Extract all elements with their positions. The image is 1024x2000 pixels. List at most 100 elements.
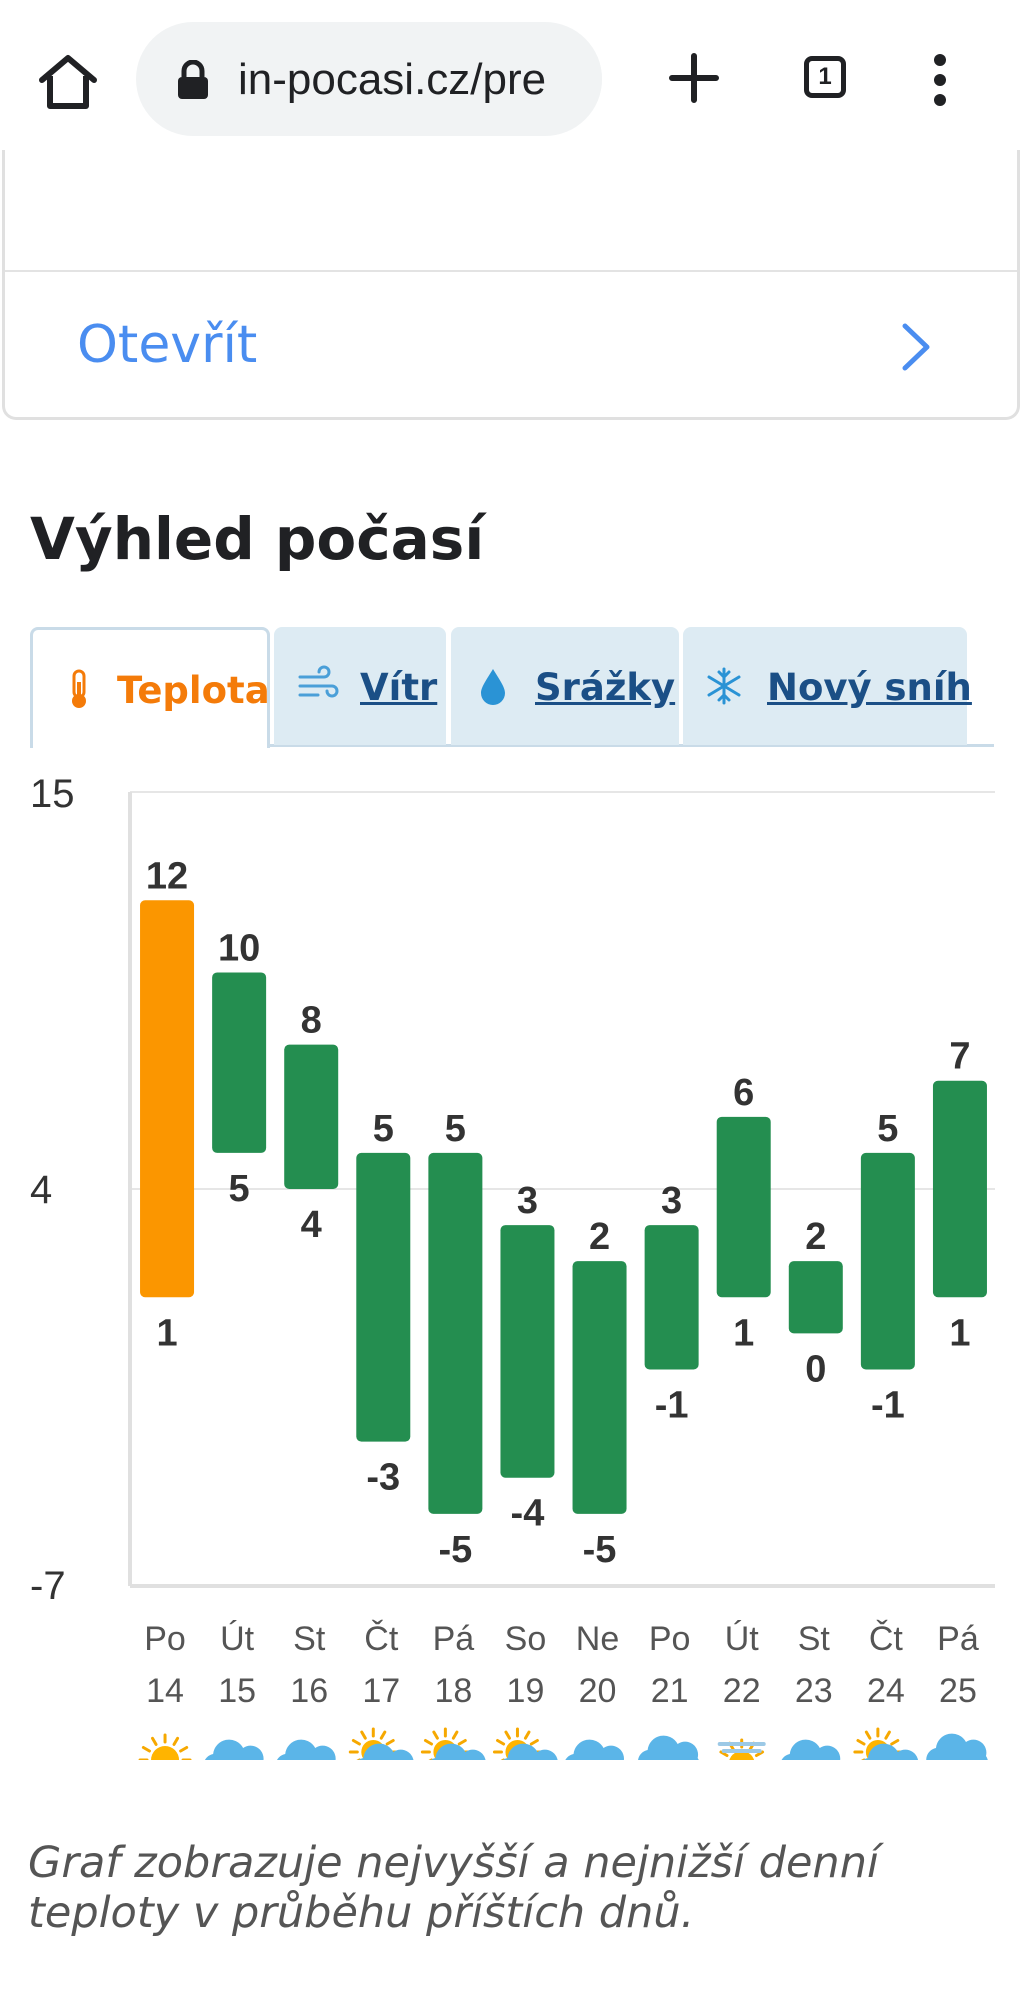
tabs-baseline — [30, 744, 994, 747]
tab-teplota[interactable]: Teplota — [30, 627, 270, 748]
max-temp-label: 2 — [589, 1216, 610, 1258]
temp-bar — [140, 900, 195, 1298]
max-temp-label: 6 — [733, 1072, 754, 1114]
cloud-icon — [204, 1739, 264, 1760]
day-name-label: St — [293, 1620, 326, 1658]
day-date-label: 21 — [651, 1672, 689, 1710]
day-name-label: Po — [144, 1620, 186, 1658]
day-name-label: So — [505, 1620, 547, 1658]
min-temp-label: -5 — [438, 1529, 472, 1571]
day-name-label: Čt — [364, 1620, 399, 1658]
tab-vitr[interactable]: Vítr — [274, 627, 446, 745]
temp-bar — [284, 1044, 339, 1189]
url-fade — [542, 22, 602, 136]
day-date-label: 24 — [867, 1672, 905, 1710]
url-text: in-pocasi.cz/pre — [238, 55, 547, 104]
tab-label: Vítr — [360, 666, 438, 709]
tab-switcher-icon — [804, 56, 846, 98]
tab-srazky[interactable]: Srážky — [451, 627, 679, 745]
temp-bar — [860, 1152, 915, 1370]
tab-label: Nový sníh — [767, 666, 972, 709]
tab-novy-snih[interactable]: Nový sníh — [683, 627, 972, 745]
cloud-icon — [277, 1739, 336, 1760]
day-name-label: Po — [649, 1620, 691, 1658]
cloud-icon — [781, 1739, 841, 1760]
tab-label: Teplota — [117, 669, 270, 712]
day-date-label: 23 — [795, 1672, 833, 1710]
max-temp-label: 3 — [517, 1180, 538, 1222]
y-tick-label: 15 — [30, 772, 75, 816]
min-temp-label: -1 — [655, 1384, 689, 1426]
day-name-label: Út — [725, 1620, 760, 1658]
day-name-label: Čt — [869, 1620, 904, 1658]
cloud-icon — [565, 1739, 624, 1760]
tab-switcher-button[interactable]: 1 — [800, 52, 856, 108]
max-temp-label: 12 — [146, 855, 188, 897]
wind-icon — [296, 665, 339, 707]
cloud-rain-icon — [926, 1733, 988, 1760]
temp-bar — [212, 972, 267, 1153]
embedded-card: Otevřít — [2, 150, 1020, 420]
max-temp-label: 5 — [373, 1108, 394, 1150]
y-tick-label: 4 — [30, 1168, 53, 1212]
card-divider — [5, 270, 1017, 272]
min-temp-label: -4 — [511, 1493, 545, 1535]
day-date-label: 25 — [939, 1672, 977, 1710]
sun-icon — [138, 1733, 192, 1760]
sun-cloud-icon — [420, 1727, 486, 1760]
temp-bar — [500, 1225, 555, 1478]
cloud-snow-icon: ❄ — [638, 1735, 699, 1760]
day-date-label: 20 — [579, 1672, 617, 1710]
day-name-label: Pá — [433, 1620, 475, 1658]
thermometer-icon — [59, 668, 99, 710]
temp-bar — [572, 1261, 627, 1514]
day-name-label: Pá — [937, 1620, 979, 1658]
max-temp-label: 5 — [877, 1108, 898, 1150]
tab-label: Srážky — [535, 666, 676, 709]
min-temp-label: 1 — [156, 1312, 177, 1354]
max-temp-label: 7 — [949, 1036, 970, 1078]
sun-fog-icon — [717, 1738, 766, 1760]
sun-cloud-icon — [492, 1727, 558, 1760]
temp-bar — [932, 1080, 987, 1298]
chart-canvas: 121Po14105Út1584St165-3Čt175-5Pá183-4So1… — [128, 791, 995, 1760]
chart-caption: Graf zobrazuje nejvyšší a nejnižší denní… — [28, 1838, 879, 1938]
chevron-right-icon[interactable] — [895, 322, 935, 372]
temp-bar — [644, 1225, 699, 1370]
max-temp-label: 10 — [218, 927, 260, 969]
day-date-label: 14 — [146, 1672, 184, 1710]
home-icon[interactable] — [36, 50, 100, 114]
raindrop-icon — [473, 665, 513, 707]
sun-cloud-icon — [348, 1727, 414, 1760]
day-date-label: 22 — [723, 1672, 761, 1710]
section-title: Výhled počasí — [30, 505, 485, 573]
max-temp-label: 2 — [805, 1216, 826, 1258]
new-tab-plus-icon[interactable] — [666, 50, 722, 106]
temp-bar — [428, 1152, 483, 1514]
lock-icon — [176, 59, 210, 100]
temp-bar — [356, 1152, 411, 1442]
max-temp-label: 5 — [445, 1108, 466, 1150]
day-name-label: St — [798, 1620, 831, 1658]
max-temp-label: 8 — [301, 1000, 322, 1042]
address-bar[interactable]: in-pocasi.cz/pre — [136, 22, 602, 136]
min-temp-label: -1 — [871, 1384, 905, 1426]
temp-bar — [788, 1261, 843, 1334]
sun-cloud-icon — [853, 1727, 919, 1760]
more-menu-icon[interactable] — [920, 52, 960, 108]
min-temp-label: 4 — [301, 1204, 322, 1246]
temp-bar — [716, 1116, 771, 1298]
tab-count: 1 — [818, 63, 832, 90]
day-date-label: 16 — [290, 1672, 328, 1710]
min-temp-label: 1 — [949, 1312, 970, 1354]
open-link[interactable]: Otevřít — [77, 315, 258, 375]
min-temp-label: 5 — [229, 1168, 250, 1210]
browser-toolbar: in-pocasi.cz/pre 1 — [0, 0, 1024, 160]
day-date-label: 15 — [218, 1672, 256, 1710]
min-temp-label: 0 — [805, 1348, 826, 1390]
min-temp-label: 1 — [733, 1312, 754, 1354]
day-date-label: 18 — [434, 1672, 472, 1710]
max-temp-label: 3 — [661, 1180, 682, 1222]
day-name-label: Ne — [576, 1620, 619, 1658]
snowflake-icon — [703, 665, 743, 707]
